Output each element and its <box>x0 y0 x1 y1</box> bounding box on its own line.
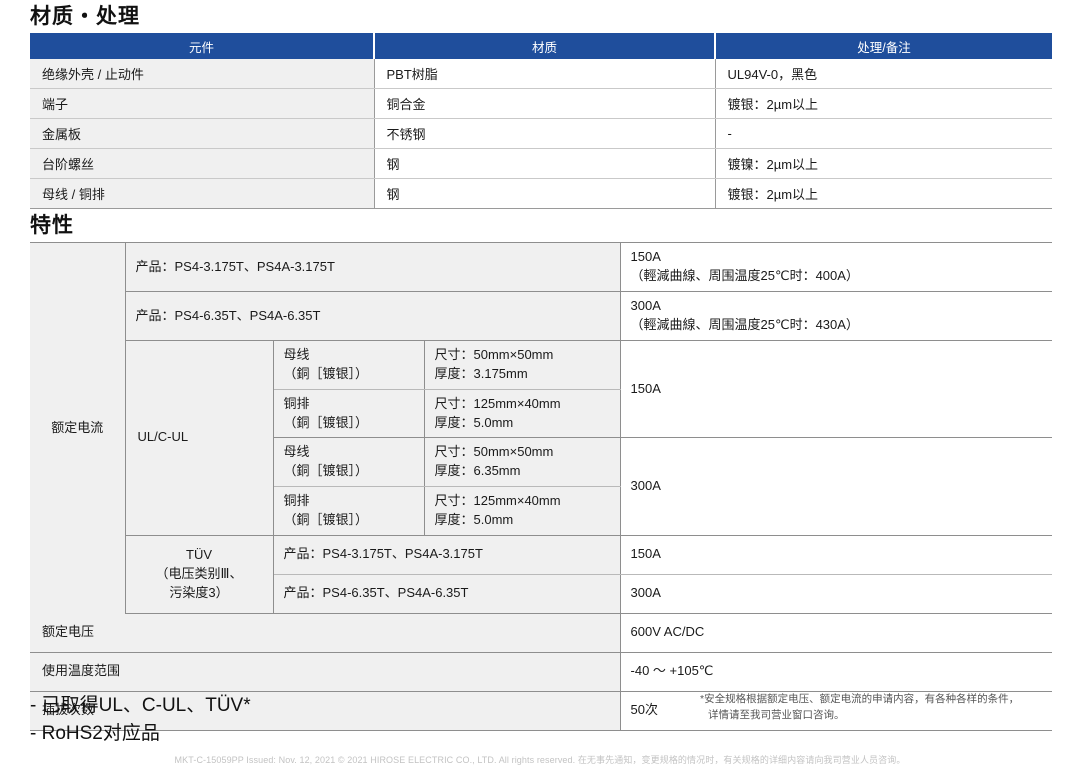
materials-cell-treatment: UL94V-0，黑色 <box>715 59 1052 89</box>
materials-header-row: 元件 材质 处理/备注 <box>30 33 1052 59</box>
materials-table: 元件 材质 处理/备注 绝缘外壳 / 止动件 PBT树脂 UL94V-0，黑色 … <box>30 33 1052 209</box>
materials-section-title: 材质・处理 <box>30 5 140 28</box>
busbar-material: （銅［镀银］） <box>283 365 369 381</box>
characteristics-table: 额定电流 产品：PS4-3.175T、PS4A-3.175T 150A （輕減曲… <box>30 242 1053 731</box>
insertion-cycles-value: 50次 <box>620 691 1053 731</box>
ul-value-300a: 300A <box>620 437 1053 536</box>
copyright-line: MKT-C-15059PP Issued: Nov. 12, 2021 © 20… <box>174 755 906 765</box>
copperbar-dims-2: 尺寸：125mm×40mm 厚度：5.0mm <box>424 486 621 536</box>
tuv-name: TÜV <box>186 546 212 562</box>
table-row: 额定电压 600V AC/DC <box>30 613 1053 653</box>
materials-cell-component: 绝缘外壳 / 止动件 <box>30 59 375 89</box>
footnote-line2: 详情请至我司营业窗口咨询。 <box>708 708 845 721</box>
tuv-value-150a: 150A <box>620 535 1053 575</box>
tuv-label: TÜV （电压类别Ⅲ、 污染度3） <box>125 535 274 614</box>
value-150a-derating-note: （輕減曲線、周围温度25℃时：400A） <box>630 268 859 283</box>
materials-cell-component: 金属板 <box>30 118 375 149</box>
materials-cell-treatment: - <box>715 118 1052 149</box>
insertion-cycles-label: 插拔次数 <box>30 691 621 731</box>
busbar-label-1: 母线 （銅［镀银］） <box>273 340 425 390</box>
table-row: 金属板 不锈钢 - <box>30 118 1052 149</box>
materials-col-header-treatment: 处理/备注 <box>715 33 1052 59</box>
thickness: 厚度：6.35mm <box>434 463 521 479</box>
table-row: 端子 铜合金 镀银：2µm以上 <box>30 88 1052 119</box>
materials-cell-treatment: 镀镍：2µm以上 <box>715 148 1052 179</box>
materials-col-header-component: 元件 <box>30 33 375 59</box>
note-certifications: - 已取得UL、C-UL、TÜV* <box>30 695 251 716</box>
tuv-value-300a: 300A <box>620 574 1053 614</box>
rated-voltage-value: 600V AC/DC <box>620 613 1053 653</box>
product-3175t-label: 产品：PS4-3.175T、PS4A-3.175T <box>125 242 621 292</box>
busbar-label-2: 母线 （銅［镀银］） <box>273 437 425 488</box>
busbar-material: （銅［镀银］） <box>283 463 369 479</box>
dimension: 尺寸：50mm×50mm <box>434 347 554 362</box>
table-row: 母线 / 铜排 钢 镀银：2µm以上 <box>30 178 1052 209</box>
copperbar-material: （銅［镀银］） <box>283 414 369 430</box>
copperbar-name: 铜排 <box>283 395 310 411</box>
materials-cell-material: 不锈钢 <box>374 118 716 149</box>
dimension: 尺寸：50mm×50mm <box>434 444 554 460</box>
footnote-line1: *安全规格根据额定电压、额定电流的申请内容，有各种各样的条件， <box>700 693 1020 705</box>
tuv-product-3175t: 产品：PS4-3.175T、PS4A-3.175T <box>273 535 621 575</box>
materials-cell-component: 台阶螺丝 <box>30 148 375 179</box>
dimension: 尺寸：125mm×40mm <box>434 395 561 411</box>
ul-value-150a: 150A <box>620 340 1053 439</box>
product-635t-label: 产品：PS4-6.35T、PS4A-6.35T <box>125 291 621 341</box>
busbar-dims-2: 尺寸：50mm×50mm 厚度：6.35mm <box>424 437 621 488</box>
copperbar-name: 铜排 <box>283 493 310 509</box>
table-row: 产品：PS4-6.35T、PS4A-6.35T 300A <box>30 574 1053 614</box>
tuv-product-635t: 产品：PS4-6.35T、PS4A-6.35T <box>273 574 621 614</box>
thickness: 厚度：5.0mm <box>434 511 514 527</box>
table-row: 产品：PS4-6.35T、PS4A-6.35T 300A （輕減曲線、周围温度2… <box>30 291 1053 341</box>
materials-cell-component: 母线 / 铜排 <box>30 178 375 209</box>
table-row: 母线 （銅［镀银］） 尺寸：50mm×50mm 厚度：6.35mm 300A <box>30 437 1053 536</box>
rated-voltage-label: 额定电压 <box>30 613 621 653</box>
table-row: 绝缘外壳 / 止动件 PBT树脂 UL94V-0，黑色 <box>30 59 1052 89</box>
value-150a: 150A <box>630 249 661 265</box>
materials-cell-treatment: 镀银：2µm以上 <box>715 178 1052 209</box>
copperbar-dims-1: 尺寸：125mm×40mm 厚度：5.0mm <box>424 389 621 439</box>
certification-notes: - 已取得UL、C-UL、TÜV* - RoHS2对应品 <box>30 692 251 747</box>
materials-cell-material: 钢 <box>374 148 716 179</box>
rated-current-label: 额定电流 <box>30 242 126 614</box>
safety-standard-footnote: *安全规格根据额定电压、额定电流的申请内容，有各种各样的条件， 详情请至我司营业… <box>700 692 1060 724</box>
materials-col-header-material: 材质 <box>374 33 716 59</box>
materials-cell-component: 端子 <box>30 88 375 119</box>
value-300a: 300A <box>630 298 661 314</box>
value-300a-derating-note: （輕減曲線、周围温度25℃时：430A） <box>630 317 859 332</box>
materials-cell-material: 铜合金 <box>374 88 716 119</box>
temperature-range-label: 使用温度范围 <box>30 652 621 692</box>
materials-cell-material: 钢 <box>374 178 716 209</box>
rated-current-value-3175t: 150A （輕減曲線、周围温度25℃时：400A） <box>620 242 1053 292</box>
rated-current-value-635t: 300A （輕減曲線、周围温度25℃时：430A） <box>620 291 1053 341</box>
characteristics-section-title: 特性 <box>30 214 74 237</box>
dimension: 尺寸：125mm×40mm <box>434 493 561 509</box>
temperature-range-value: -40 ～ +105℃ <box>620 652 1053 692</box>
tuv-sub-line2: 污染度3） <box>169 584 229 600</box>
table-row: 台阶螺丝 钢 镀镍：2µm以上 <box>30 148 1052 179</box>
table-row: 铜排 （銅［镀银］） 尺寸：125mm×40mm 厚度：5.0mm <box>30 486 1052 536</box>
copperbar-material: （銅［镀银］） <box>283 511 369 527</box>
materials-cell-material: PBT树脂 <box>374 59 716 89</box>
table-row: 插拔次数 50次 <box>30 691 1053 731</box>
tuv-sub-line1: （电压类别Ⅲ、 <box>155 565 243 581</box>
busbar-name: 母线 <box>283 347 310 362</box>
busbar-name: 母线 <box>283 444 310 460</box>
materials-cell-treatment: 镀银：2µm以上 <box>715 88 1052 119</box>
ul-cul-label: UL/C-UL <box>125 340 274 536</box>
table-row: TÜV （电压类别Ⅲ、 污染度3） 产品：PS4-3.175T、PS4A-3.1… <box>30 535 1053 614</box>
table-row: 铜排 （銅［镀银］） 尺寸：125mm×40mm 厚度：5.0mm <box>30 389 1052 439</box>
copperbar-label-1: 铜排 （銅［镀银］） <box>273 389 425 439</box>
thickness: 厚度：3.175mm <box>434 365 528 381</box>
note-rohs: - RoHS2对应品 <box>30 722 160 744</box>
table-row: 使用温度范围 -40 ～ +105℃ <box>30 652 1053 692</box>
copperbar-label-2: 铜排 （銅［镀银］） <box>273 486 425 536</box>
table-row: 额定电流 产品：PS4-3.175T、PS4A-3.175T 150A （輕減曲… <box>30 242 1053 614</box>
busbar-dims-1: 尺寸：50mm×50mm 厚度：3.175mm <box>424 340 621 390</box>
thickness: 厚度：5.0mm <box>434 414 514 430</box>
table-row: UL/C-UL 母线 （銅［镀银］） 尺寸：50mm×50mm 厚度：3.175… <box>30 340 1053 536</box>
